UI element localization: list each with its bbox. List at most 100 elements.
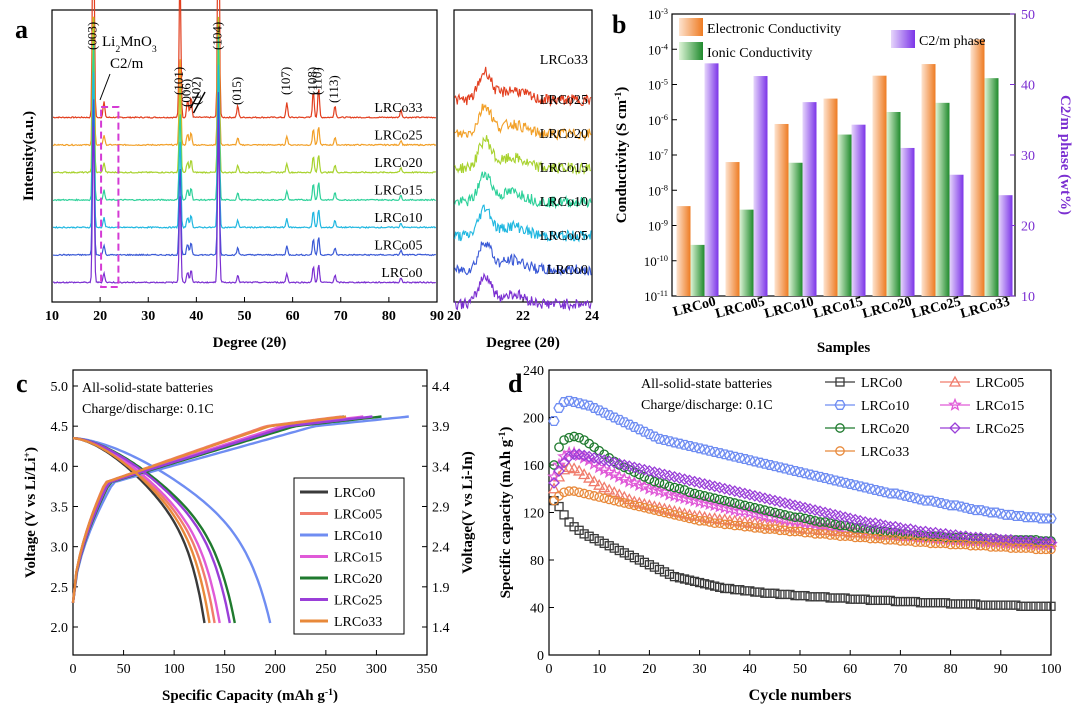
panel-b: b10-1110-1010-910-810-710-610-510-410-31… bbox=[612, 6, 1073, 356]
y2-tick-label: 40 bbox=[1021, 79, 1035, 94]
marker-circle bbox=[679, 485, 690, 495]
marker-diamond bbox=[558, 456, 570, 469]
marker-circle bbox=[579, 488, 589, 499]
bar-ionic-conductivity bbox=[739, 209, 754, 296]
x-tick-label: 70 bbox=[334, 309, 348, 324]
bar-electronic-conductivity bbox=[774, 123, 789, 296]
discharge-curve bbox=[72, 437, 221, 624]
marker-diamond bbox=[723, 484, 736, 496]
trace-label: LRCo25 bbox=[540, 93, 588, 108]
marker-diamond bbox=[809, 504, 821, 517]
y-tick-label: 3.5 bbox=[51, 501, 69, 516]
marker-square bbox=[900, 596, 911, 607]
marker-diamond bbox=[658, 468, 671, 481]
discharge-curve bbox=[72, 437, 211, 624]
marker-square bbox=[1046, 601, 1056, 611]
marker-square bbox=[699, 579, 710, 589]
marker-circle bbox=[925, 538, 936, 549]
marker-circle bbox=[910, 537, 921, 548]
marker-square bbox=[755, 587, 765, 597]
label-part: Voltage (V vs Li/Li bbox=[23, 458, 39, 578]
x-tick-label: 100 bbox=[1041, 662, 1062, 677]
marker-circle bbox=[835, 531, 846, 542]
series-lrco10 bbox=[548, 395, 1057, 524]
x-tick-label: LRCo0 bbox=[672, 294, 718, 320]
xrd-zoom-trace bbox=[454, 135, 591, 176]
marker-square bbox=[609, 543, 619, 553]
bar-electronic-conductivity bbox=[970, 39, 985, 296]
marker-diamond bbox=[804, 503, 816, 515]
peak-label: (101) bbox=[171, 67, 186, 95]
marker-square bbox=[845, 594, 855, 604]
marker-circle bbox=[684, 487, 695, 498]
marker-square bbox=[710, 581, 720, 591]
y-axis-title: Conductivity (S cm-1) bbox=[613, 87, 631, 223]
xrd-zoom-trace bbox=[454, 103, 592, 142]
trace-label: LRCo05 bbox=[374, 239, 422, 254]
marker-square bbox=[815, 592, 825, 602]
marker-diamond bbox=[994, 533, 1007, 546]
marker-circle bbox=[634, 501, 645, 512]
marker-hexagon bbox=[588, 403, 600, 413]
marker-square bbox=[986, 600, 996, 610]
marker-circle bbox=[644, 504, 655, 514]
marker-circle bbox=[940, 538, 951, 549]
marker-circle bbox=[749, 502, 760, 513]
trace-label: LRCo20 bbox=[374, 156, 422, 171]
marker-circle bbox=[965, 540, 976, 551]
marker-square bbox=[910, 596, 921, 607]
marker-circle bbox=[734, 520, 745, 531]
y-tick-label: 10-10 bbox=[644, 253, 668, 269]
marker-triangle bbox=[618, 490, 631, 502]
legend-label: Electronic Conductivity bbox=[707, 22, 841, 37]
marker-circle bbox=[975, 540, 986, 551]
marker-square bbox=[855, 594, 865, 604]
y-tick-label: 4.0 bbox=[51, 460, 69, 475]
marker-circle bbox=[744, 501, 755, 512]
marker-circle bbox=[875, 533, 886, 544]
marker-square bbox=[760, 588, 770, 598]
marker-circle bbox=[559, 487, 569, 498]
marker-square bbox=[1021, 601, 1031, 611]
marker-square bbox=[840, 593, 850, 603]
marker-square bbox=[790, 590, 800, 601]
marker-circle bbox=[719, 495, 730, 506]
bar-ionic-conductivity bbox=[984, 78, 999, 296]
marker-diamond bbox=[733, 486, 746, 499]
trace-label: LRCo33 bbox=[374, 101, 422, 116]
marker-circle bbox=[744, 521, 755, 532]
marker-square bbox=[895, 596, 906, 607]
annotation: All-solid-state batteries bbox=[641, 377, 772, 392]
marker-square bbox=[945, 599, 956, 609]
legend-label: LRCo25 bbox=[976, 422, 1024, 437]
marker-diamond bbox=[824, 507, 837, 520]
label-part: -7 bbox=[661, 147, 668, 157]
marker-square bbox=[584, 531, 594, 541]
marker-hexagon bbox=[598, 407, 610, 418]
y-tick-label: 5.0 bbox=[51, 380, 69, 395]
marker-square bbox=[850, 594, 860, 604]
marker-star bbox=[557, 449, 572, 463]
marker-circle bbox=[659, 507, 670, 518]
bar-c2-m-phase bbox=[802, 102, 817, 296]
marker-circle bbox=[674, 483, 685, 494]
x-tick-label: 100 bbox=[164, 662, 185, 677]
label-part: -9 bbox=[661, 218, 668, 228]
marker-hexagon bbox=[548, 416, 560, 427]
marker-square bbox=[950, 599, 961, 609]
marker-square bbox=[810, 592, 820, 602]
marker-circle bbox=[805, 527, 815, 538]
x-axis-title: Samples bbox=[817, 340, 871, 356]
trace-label: LRCo15 bbox=[374, 184, 422, 199]
marker-circle bbox=[1011, 543, 1021, 553]
marker-circle bbox=[845, 531, 856, 542]
marker-square bbox=[1011, 600, 1021, 610]
marker-square bbox=[559, 510, 569, 520]
trace-label: LRCo05 bbox=[540, 229, 588, 244]
panel-letter-c: c bbox=[16, 369, 28, 398]
y-tick-label: 4.5 bbox=[51, 420, 69, 435]
marker-triangle bbox=[593, 478, 606, 490]
marker-diamond bbox=[673, 472, 686, 484]
y2-tick-label: 1.4 bbox=[432, 621, 450, 636]
bar-ionic-conductivity bbox=[886, 111, 901, 297]
